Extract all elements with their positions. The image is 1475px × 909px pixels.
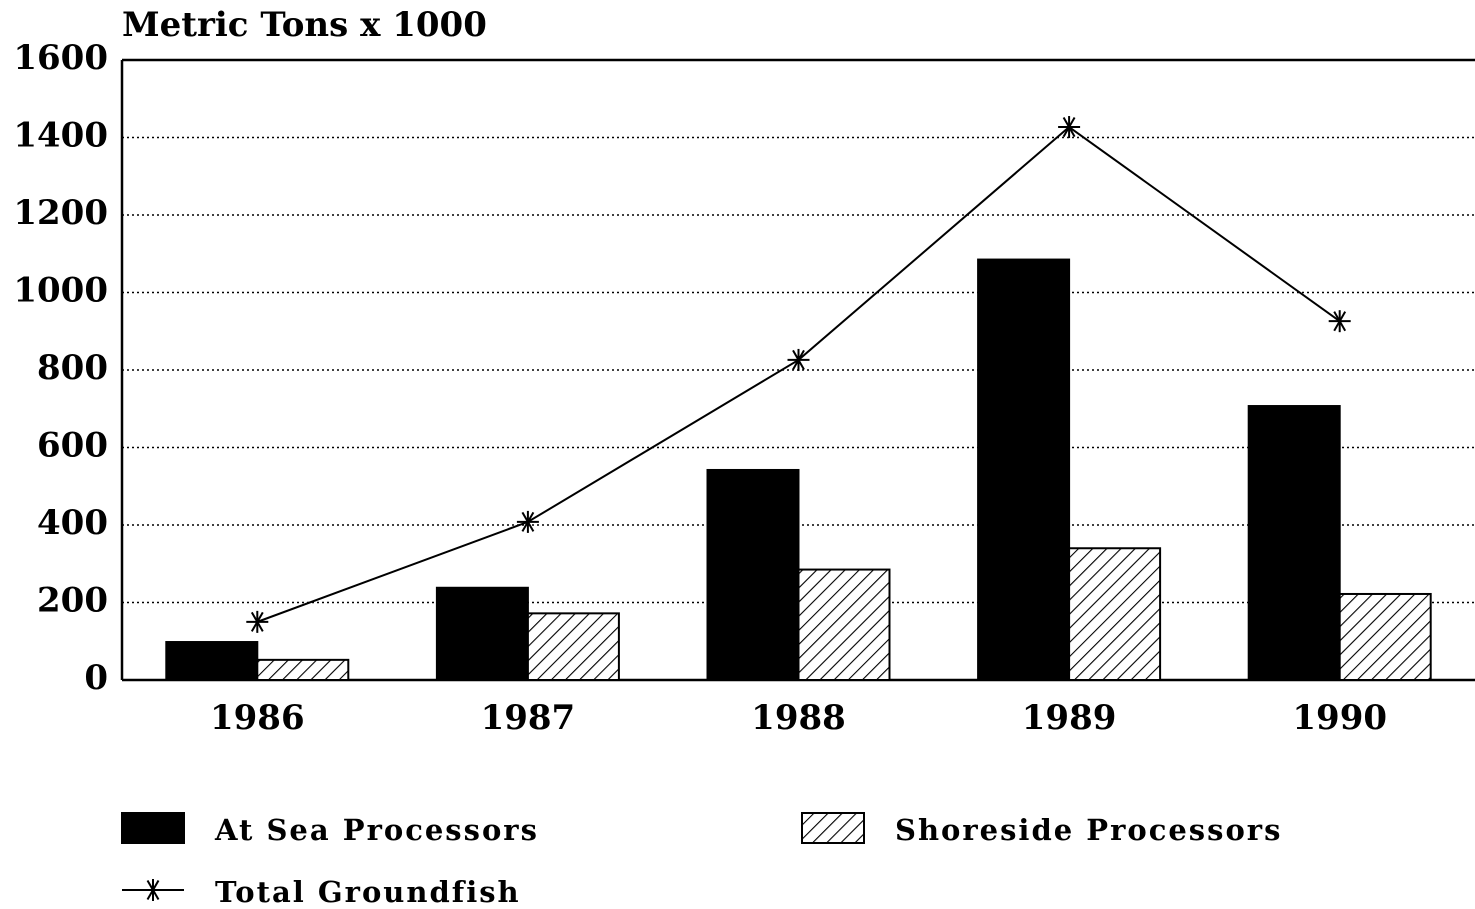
x-tick-label: 1990 <box>1292 698 1387 738</box>
chart-title: Metric Tons x 1000 <box>122 5 487 45</box>
bar <box>977 258 1071 681</box>
bar <box>706 468 800 681</box>
y-tick-label: 1000 <box>13 271 108 311</box>
bar <box>435 586 529 682</box>
legend-label: Total Groundfish <box>215 875 521 909</box>
legend-marker <box>142 879 164 901</box>
y-tick-label: 1400 <box>13 116 108 156</box>
y-tick-label: 200 <box>37 581 108 621</box>
x-tick-label: 1987 <box>481 698 576 738</box>
y-tick-label: 600 <box>37 426 108 466</box>
marker <box>787 348 810 371</box>
marker <box>1058 116 1081 139</box>
legend-swatch <box>121 812 185 844</box>
bar <box>1247 405 1341 681</box>
legend-swatch <box>801 812 865 844</box>
y-tick-label: 400 <box>37 503 108 543</box>
marker <box>516 510 539 533</box>
bar <box>165 641 259 682</box>
y-tick-label: 800 <box>37 348 108 388</box>
bar <box>797 568 891 681</box>
bar <box>526 612 620 681</box>
x-tick-label: 1989 <box>1022 698 1117 738</box>
legend-label: Shoreside Processors <box>895 813 1282 847</box>
bar <box>1338 592 1432 681</box>
bar <box>256 658 350 681</box>
bar <box>1068 547 1162 681</box>
legend-label: At Sea Processors <box>214 813 539 847</box>
y-tick-label: 0 <box>84 658 108 698</box>
marker <box>246 610 269 633</box>
x-tick-label: 1986 <box>210 698 305 738</box>
y-tick-label: 1600 <box>13 38 108 78</box>
y-tick-label: 1200 <box>13 193 108 233</box>
marker <box>1328 310 1351 333</box>
x-tick-label: 1988 <box>751 698 846 738</box>
